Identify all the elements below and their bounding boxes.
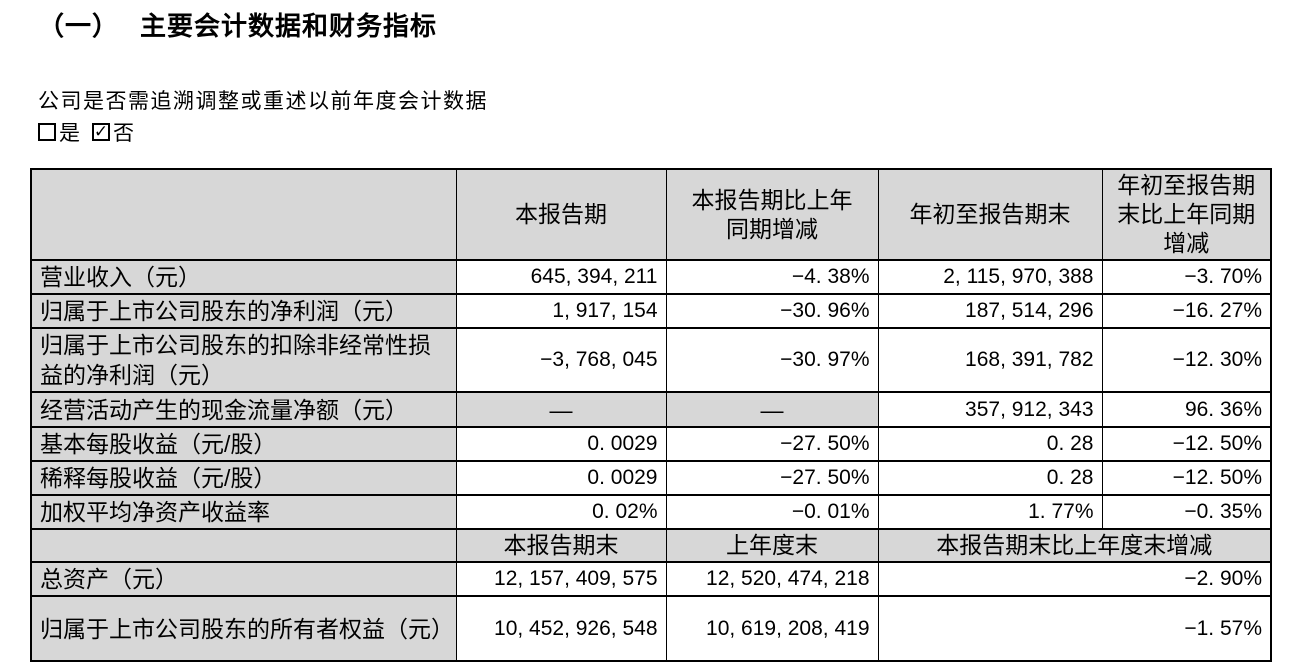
section-title: （一） 主要会计数据和财务指标 — [38, 6, 437, 43]
checkbox-yes[interactable]: 是 — [38, 117, 80, 147]
metric-value: −12. 30% — [1101, 327, 1272, 393]
metric-value: 187, 514, 296 — [877, 293, 1103, 329]
header-corner-cell — [30, 528, 457, 563]
metric-value: −0. 35% — [1101, 494, 1272, 530]
table-row-operating-cash-flow: 经营活动产生的现金流量净额（元） — — 357, 912, 343 96. 3… — [30, 391, 1272, 428]
header-current-period: 本报告期 — [455, 168, 667, 261]
metric-label: 营业收入（元） — [30, 259, 457, 295]
metric-value: 1. 77% — [877, 494, 1103, 530]
metric-value: 12, 157, 409, 575 — [455, 561, 667, 597]
metric-label: 稀释每股收益（元/股） — [30, 460, 457, 496]
header-row-quarter: 本报告期 本报告期比上年 同期增减 年初至报告期末 年初至报告期 末比上年同期 … — [30, 168, 1272, 261]
header-corner-cell — [30, 168, 457, 261]
metric-value: −30. 97% — [665, 327, 879, 393]
metric-value: 2, 115, 970, 388 — [877, 259, 1103, 295]
financial-indicators-table: 本报告期 本报告期比上年 同期增减 年初至报告期末 年初至报告期 末比上年同期 … — [30, 168, 1272, 662]
checkbox-no[interactable]: ✓ 否 — [92, 117, 134, 147]
metric-value: 0. 28 — [877, 426, 1103, 462]
check-icon: ✓ — [93, 121, 109, 141]
restatement-options: 是 ✓ 否 — [38, 117, 134, 147]
metric-value: 357, 912, 343 — [877, 391, 1103, 428]
header-period-end-change: 本报告期末比上年度末增减 — [877, 528, 1272, 563]
table-row-equity: 归属于上市公司股东的所有者权益（元） 10, 452, 926, 548 10,… — [30, 595, 1272, 662]
metric-value: 0. 0029 — [455, 460, 667, 496]
metric-value: −27. 50% — [665, 426, 879, 462]
metric-value: −3, 768, 045 — [455, 327, 667, 393]
metric-value: 12, 520, 474, 218 — [665, 561, 879, 597]
header-ytd-yoy: 年初至报告期 末比上年同期 增减 — [1101, 168, 1272, 261]
metric-value: 96. 36% — [1101, 391, 1272, 428]
metric-value: — — [665, 391, 879, 428]
table-row-weighted-avg-roe: 加权平均净资产收益率 0. 02% −0. 01% 1. 77% −0. 35% — [30, 494, 1272, 530]
table-row-net-profit: 归属于上市公司股东的净利润（元） 1, 917, 154 −30. 96% 18… — [30, 293, 1272, 329]
metric-value: 168, 391, 782 — [877, 327, 1103, 393]
metric-value: −12. 50% — [1101, 460, 1272, 496]
metric-value: 10, 452, 926, 548 — [455, 595, 667, 662]
metric-label: 归属于上市公司股东的扣除非经常性损益的净利润（元） — [30, 327, 457, 393]
checkbox-no-box: ✓ — [92, 123, 110, 141]
metric-value: −27. 50% — [665, 460, 879, 496]
section-title-text: 主要会计数据和财务指标 — [140, 11, 438, 41]
metric-value: −4. 38% — [665, 259, 879, 295]
metric-value: — — [455, 391, 667, 428]
metric-value: −1. 57% — [877, 595, 1272, 662]
header-row-period-end: 本报告期末 上年度末 本报告期末比上年度末增减 — [30, 528, 1272, 563]
table-row-total-assets: 总资产（元） 12, 157, 409, 575 12, 520, 474, 2… — [30, 561, 1272, 597]
metric-value: −16. 27% — [1101, 293, 1272, 329]
checkbox-yes-label: 是 — [59, 122, 80, 145]
header-ytd: 年初至报告期末 — [877, 168, 1103, 261]
metric-value: −12. 50% — [1101, 426, 1272, 462]
checkbox-no-label: 否 — [113, 122, 134, 145]
metric-value: 1, 917, 154 — [455, 293, 667, 329]
header-prev-year-end: 上年度末 — [665, 528, 879, 563]
table-row-revenue: 营业收入（元） 645, 394, 211 −4. 38% 2, 115, 97… — [30, 259, 1272, 295]
metric-label: 归属于上市公司股东的所有者权益（元） — [30, 595, 457, 662]
metric-value: −2. 90% — [877, 561, 1272, 597]
metric-value: 0. 02% — [455, 494, 667, 530]
table-row-basic-eps: 基本每股收益（元/股） 0. 0029 −27. 50% 0. 28 −12. … — [30, 426, 1272, 462]
header-current-period-yoy: 本报告期比上年 同期增减 — [665, 168, 879, 261]
metric-value: 0. 0029 — [455, 426, 667, 462]
metric-label: 加权平均净资产收益率 — [30, 494, 457, 530]
metric-value: −30. 96% — [665, 293, 879, 329]
metric-value: −0. 01% — [665, 494, 879, 530]
metric-label: 经营活动产生的现金流量净额（元） — [30, 391, 457, 428]
table-row-net-profit-deducted: 归属于上市公司股东的扣除非经常性损益的净利润（元） −3, 768, 045 −… — [30, 327, 1272, 393]
metric-value: 10, 619, 208, 419 — [665, 595, 879, 662]
checkbox-yes-box — [38, 123, 56, 141]
metric-label: 总资产（元） — [30, 561, 457, 597]
metric-label: 基本每股收益（元/股） — [30, 426, 457, 462]
metric-value: −3. 70% — [1101, 259, 1272, 295]
header-current-period-end: 本报告期末 — [455, 528, 667, 563]
table-row-diluted-eps: 稀释每股收益（元/股） 0. 0029 −27. 50% 0. 28 −12. … — [30, 460, 1272, 496]
section-number: （一） — [38, 11, 120, 41]
metric-value: 0. 28 — [877, 460, 1103, 496]
metric-label: 归属于上市公司股东的净利润（元） — [30, 293, 457, 329]
metric-value: 645, 394, 211 — [455, 259, 667, 295]
restatement-question: 公司是否需追溯调整或重述以前年度会计数据 — [38, 90, 488, 113]
